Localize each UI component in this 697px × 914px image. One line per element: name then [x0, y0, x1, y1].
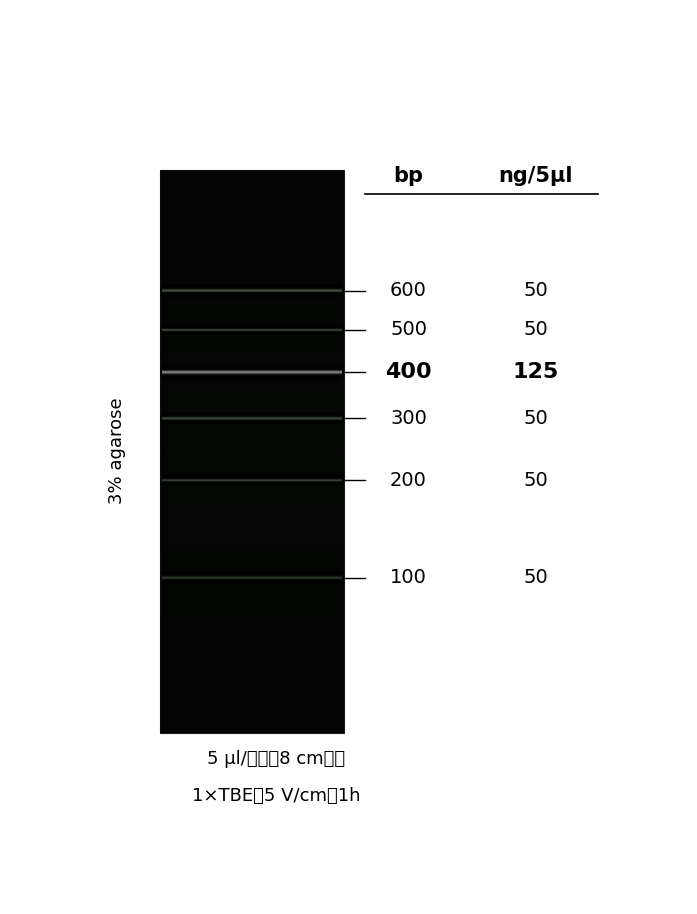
- Text: 50: 50: [523, 409, 548, 428]
- Text: 50: 50: [523, 281, 548, 300]
- Bar: [160, 169, 344, 732]
- Text: 50: 50: [523, 321, 548, 339]
- Text: 5 μl/泳道，8 cm凝胶: 5 μl/泳道，8 cm凝胶: [207, 750, 345, 768]
- Text: 3% agarose: 3% agarose: [108, 398, 126, 505]
- Text: 50: 50: [523, 569, 548, 587]
- Text: 50: 50: [523, 471, 548, 490]
- Text: bp: bp: [394, 165, 424, 186]
- Text: 100: 100: [390, 569, 427, 587]
- Text: 125: 125: [512, 362, 558, 382]
- Text: 300: 300: [390, 409, 427, 428]
- Text: 200: 200: [390, 471, 427, 490]
- Text: ng/5μl: ng/5μl: [498, 165, 573, 186]
- Text: 400: 400: [385, 362, 432, 382]
- Text: 1×TBE，5 V/cm，1h: 1×TBE，5 V/cm，1h: [192, 787, 360, 804]
- Text: 500: 500: [390, 321, 427, 339]
- Text: 600: 600: [390, 281, 427, 300]
